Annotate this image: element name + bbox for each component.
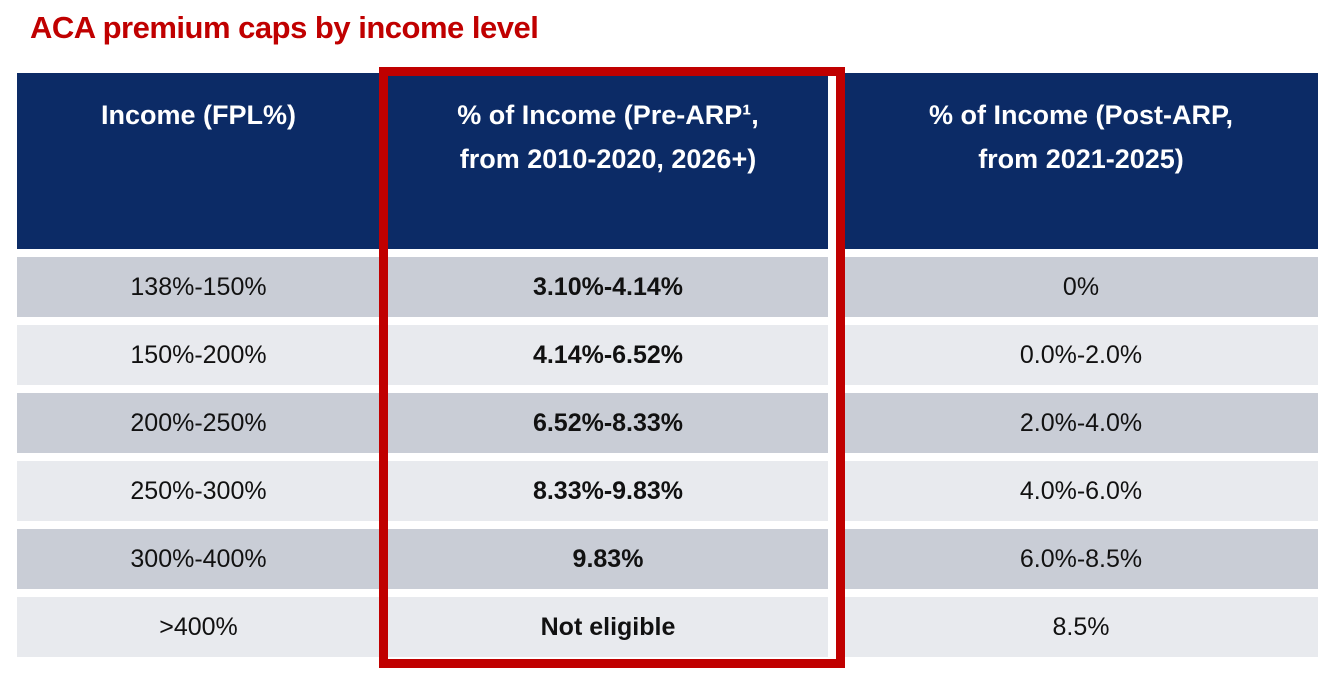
table-cell: 2.0%-4.0%: [844, 393, 1318, 453]
table-cell: 300%-400%: [17, 529, 380, 589]
table-cell: 3.10%-4.14%: [388, 257, 828, 317]
column-header-pre-arp: % of Income (Pre-ARP¹, from 2010-2020, 2…: [388, 73, 828, 249]
table-cell: Not eligible: [388, 597, 828, 657]
table-cell: 138%-150%: [17, 257, 380, 317]
column-header-income-fpl: Income (FPL%): [17, 73, 380, 249]
table-cell: 150%-200%: [17, 325, 380, 385]
table-cell: 250%-300%: [17, 461, 380, 521]
table-cell: 8.33%-9.83%: [388, 461, 828, 521]
table-cell: 4.0%-6.0%: [844, 461, 1318, 521]
table-cell: 0.0%-2.0%: [844, 325, 1318, 385]
table-cell: >400%: [17, 597, 380, 657]
table-cell: 0%: [844, 257, 1318, 317]
table-cell: 200%-250%: [17, 393, 380, 453]
table-cell: 6.0%-8.5%: [844, 529, 1318, 589]
aca-premium-caps-table: Income (FPL%) % of Income (Pre-ARP¹, fro…: [17, 73, 1318, 657]
column-header-post-arp: % of Income (Post-ARP, from 2021-2025): [844, 73, 1318, 249]
page-title: ACA premium caps by income level: [30, 10, 539, 45]
table-cell: 6.52%-8.33%: [388, 393, 828, 453]
table-cell: 9.83%: [388, 529, 828, 589]
table-cell: 4.14%-6.52%: [388, 325, 828, 385]
table-cell: 8.5%: [844, 597, 1318, 657]
